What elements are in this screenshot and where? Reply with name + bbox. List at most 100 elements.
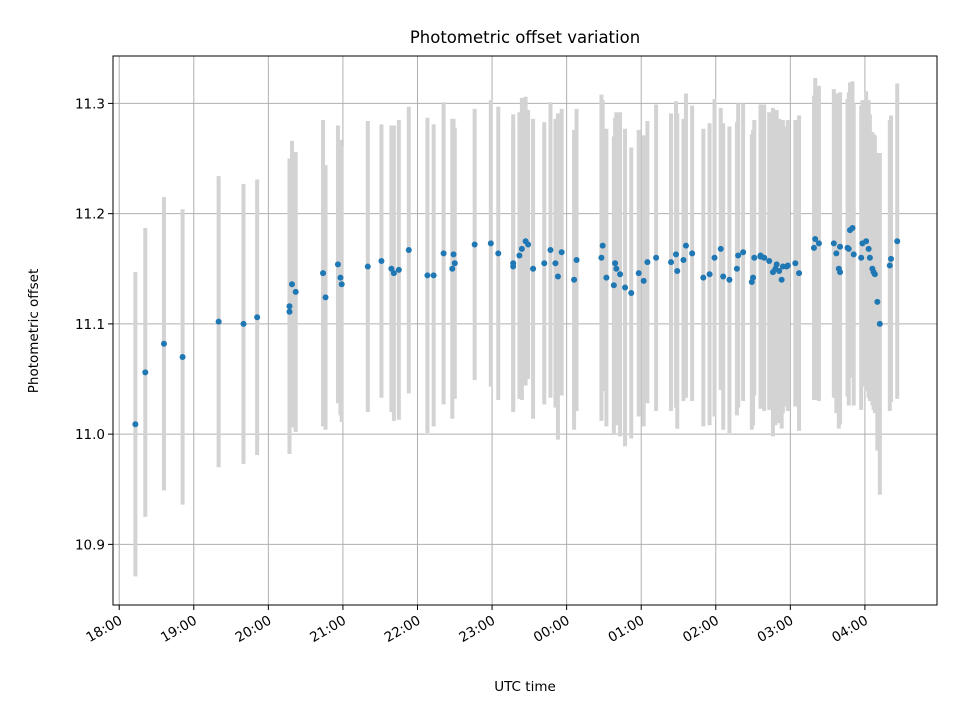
data-point <box>495 250 502 257</box>
data-point <box>833 250 840 257</box>
data-point <box>778 276 785 283</box>
data-point <box>599 242 606 249</box>
data-point <box>837 269 844 276</box>
data-point <box>653 254 660 261</box>
data-point <box>558 249 565 256</box>
y-tick-label: 11.1 <box>75 317 105 333</box>
data-point <box>424 272 431 279</box>
data-point <box>733 265 740 272</box>
data-point <box>640 277 647 284</box>
data-point <box>628 290 635 297</box>
data-point <box>784 262 791 269</box>
data-point <box>338 281 345 288</box>
data-point <box>487 240 494 247</box>
data-point <box>440 250 447 257</box>
x-axis-label: UTC time <box>494 679 556 695</box>
data-point <box>322 294 329 301</box>
data-point <box>866 254 873 261</box>
data-point <box>610 282 617 289</box>
data-point <box>430 272 437 279</box>
data-point <box>858 254 865 261</box>
data-point <box>510 263 517 270</box>
data-point <box>395 266 402 273</box>
data-point <box>364 263 371 270</box>
data-point <box>215 318 222 325</box>
data-point <box>711 254 718 261</box>
data-point <box>796 270 803 277</box>
data-point <box>700 274 707 281</box>
data-point <box>334 261 341 268</box>
data-point <box>726 276 733 283</box>
data-point <box>612 260 619 267</box>
data-point <box>644 259 651 266</box>
data-point <box>849 224 856 231</box>
chart-title: Photometric offset variation <box>410 28 640 47</box>
data-point <box>886 262 893 269</box>
data-point <box>815 240 822 247</box>
data-point <box>837 243 844 250</box>
data-point <box>668 259 675 266</box>
data-point <box>449 265 456 272</box>
data-point <box>680 256 687 263</box>
y-tick-label: 11.2 <box>75 207 105 223</box>
data-point <box>254 314 261 321</box>
data-point <box>518 245 525 252</box>
data-point <box>635 270 642 277</box>
data-point <box>776 267 783 274</box>
data-point <box>750 274 757 281</box>
data-point <box>810 244 817 251</box>
data-point <box>598 254 605 261</box>
data-point <box>541 260 548 267</box>
data-point <box>773 261 780 268</box>
data-point <box>761 254 768 261</box>
data-point <box>142 369 149 376</box>
y-axis-label: Photometric offset <box>26 269 42 393</box>
data-point <box>286 308 293 315</box>
data-point <box>450 251 457 258</box>
data-point <box>674 267 681 274</box>
data-point <box>717 245 724 252</box>
data-point <box>735 252 742 259</box>
data-point <box>286 303 293 310</box>
y-tick-label: 10.9 <box>75 537 105 553</box>
data-point <box>830 240 837 247</box>
data-point <box>894 238 901 245</box>
data-point <box>571 276 578 283</box>
data-points <box>132 224 901 428</box>
data-point <box>874 298 881 305</box>
data-point <box>530 265 537 272</box>
data-point <box>451 260 458 267</box>
data-point <box>378 258 385 265</box>
data-point <box>812 236 819 242</box>
data-point <box>622 284 629 291</box>
data-point <box>740 249 747 256</box>
data-point <box>673 251 680 258</box>
data-point <box>689 250 696 257</box>
data-point <box>792 260 799 267</box>
data-point <box>850 251 857 258</box>
data-point <box>876 320 883 327</box>
data-point <box>766 258 773 265</box>
data-point <box>863 238 870 245</box>
data-point <box>603 274 610 281</box>
data-point <box>706 271 713 278</box>
y-tick-label: 11.3 <box>75 96 105 112</box>
data-point <box>682 242 689 249</box>
data-point <box>888 255 895 262</box>
data-point <box>516 252 523 259</box>
data-point <box>525 241 532 248</box>
data-point <box>179 353 186 360</box>
data-point <box>547 247 554 254</box>
data-point <box>573 256 580 263</box>
data-point <box>388 265 395 272</box>
data-point <box>132 421 139 428</box>
data-point <box>292 288 299 295</box>
data-point <box>160 340 167 347</box>
y-axis-ticks: 10.9 11.0 11.1 11.2 11.3 <box>75 96 113 553</box>
data-point <box>337 274 344 281</box>
data-point <box>871 271 878 278</box>
data-point <box>240 320 247 327</box>
data-point <box>471 241 478 248</box>
data-point <box>751 254 758 261</box>
